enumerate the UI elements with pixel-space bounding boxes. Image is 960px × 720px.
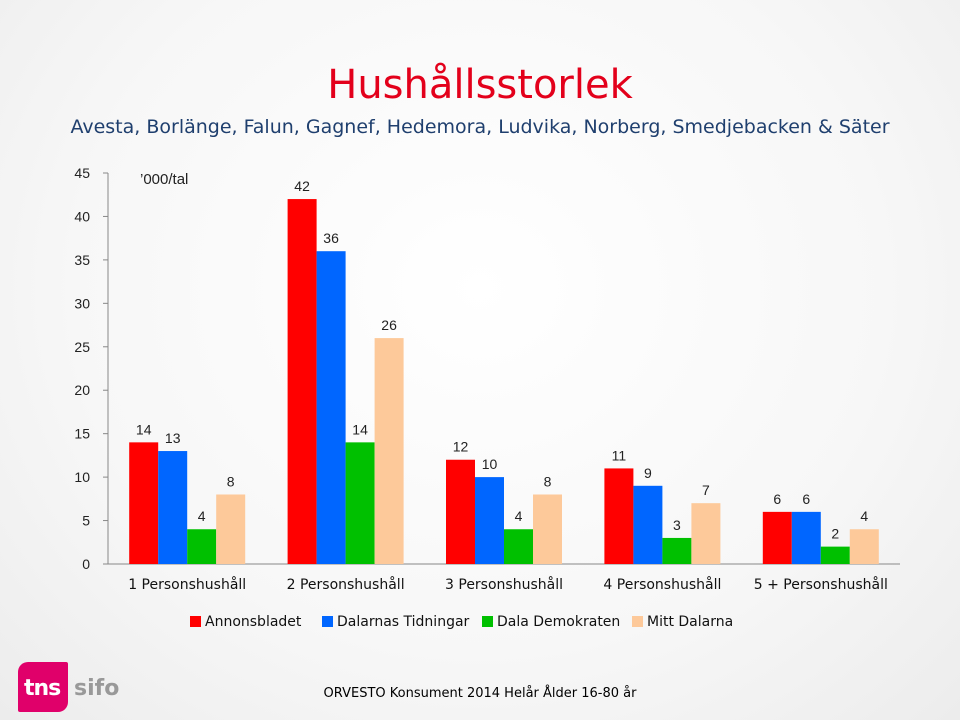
data-label: 4 (198, 508, 206, 524)
bar (633, 485, 663, 564)
bar (216, 494, 246, 564)
legend-label: Mitt Dalarna (647, 614, 733, 630)
bar (446, 459, 475, 564)
data-label: 14 (352, 421, 368, 437)
data-label: 4 (515, 508, 523, 524)
data-label: 6 (802, 491, 810, 507)
bar (604, 468, 634, 564)
bar (475, 477, 504, 564)
legend-swatch (190, 616, 201, 627)
source-footnote: ORVESTO Konsument 2014 Helår Ålder 16-80… (323, 686, 637, 701)
data-label: 13 (165, 430, 181, 446)
chart-title: Hushållsstorlek (327, 62, 633, 108)
tns-logo-mark: tns (18, 662, 68, 712)
data-label: 36 (323, 230, 339, 246)
y-tick-label: 40 (74, 208, 90, 224)
y-tick-label: 45 (74, 165, 90, 181)
legend-swatch (632, 616, 643, 627)
y-tick-label: 35 (74, 252, 90, 268)
bar (158, 451, 188, 564)
bar (504, 529, 533, 564)
y-tick-label: 10 (74, 469, 90, 485)
sifo-logo-text: sifo (74, 676, 120, 701)
data-label: 14 (136, 421, 152, 437)
data-label: 2 (831, 526, 839, 542)
data-label: 7 (702, 482, 710, 498)
data-label: 12 (453, 439, 469, 455)
data-label: 10 (482, 456, 498, 472)
data-label: 11 (612, 447, 627, 463)
legend-label: Annonsbladet (205, 614, 302, 630)
y-tick-label: 25 (74, 339, 90, 355)
bar (849, 529, 879, 564)
data-label: 42 (294, 178, 310, 194)
y-tick-label: 20 (74, 382, 90, 398)
bar (691, 503, 721, 564)
data-label: 3 (673, 517, 681, 533)
bar (187, 529, 217, 564)
legend-label: Dalarnas Tidningar (337, 614, 470, 630)
unit-label: ’000/tal (140, 171, 188, 188)
bar (762, 511, 792, 564)
x-tick-label: 2 Personshushåll (287, 576, 405, 593)
bar (316, 251, 346, 564)
data-label: 9 (644, 465, 652, 481)
y-tick-label: 5 (82, 513, 90, 529)
bar (345, 442, 375, 564)
y-tick-label: 0 (82, 556, 90, 572)
legend-label: Dala Demokraten (497, 614, 620, 630)
data-label: 4 (860, 508, 868, 524)
tns-sifo-logo: tns sifo (18, 662, 120, 712)
bar (129, 442, 159, 564)
chart-subtitle: Avesta, Borlänge, Falun, Gagnef, Hedemor… (70, 116, 890, 138)
data-label: 6 (773, 491, 781, 507)
bar (791, 511, 821, 564)
bar (662, 537, 692, 564)
bar (374, 338, 404, 564)
bar-chart: 0 5 10 15 20 25 30 35 40 45 ’000/tal 14 13 4 8 1 Person… (74, 165, 900, 630)
bar (533, 494, 562, 564)
data-label: 8 (544, 473, 552, 489)
bar (820, 546, 850, 564)
data-label: 26 (381, 317, 397, 333)
x-tick-label: 1 Personshushåll (128, 576, 246, 593)
bar (287, 199, 317, 565)
y-tick-label: 30 (74, 295, 90, 311)
x-tick-label: 4 Personshushåll (603, 576, 721, 593)
data-label: 8 (227, 473, 235, 489)
x-tick-label: 3 Personshushåll (445, 576, 563, 593)
y-tick-label: 15 (74, 426, 90, 442)
x-tick-label: 5 + Personshushåll (754, 576, 888, 593)
legend-swatch (322, 616, 333, 627)
legend-swatch (482, 616, 493, 627)
